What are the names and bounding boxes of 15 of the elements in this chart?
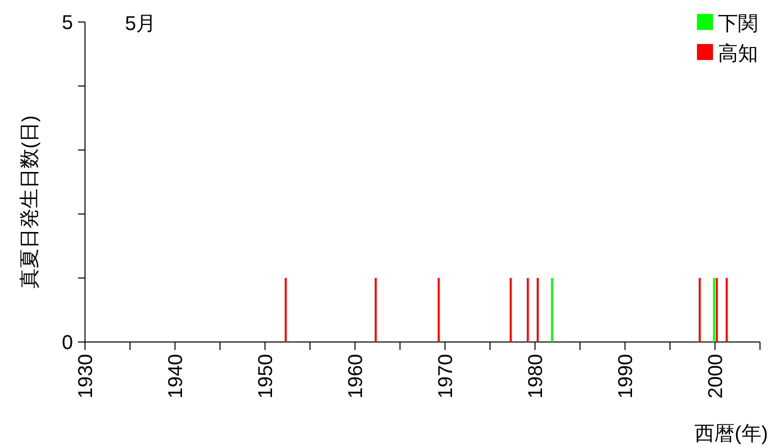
y-axis-title: 真夏日発生日数(日) (19, 115, 41, 289)
legend-label: 下関 (718, 13, 758, 35)
y-tick-label: 0 (62, 332, 73, 354)
x-tick-label: 1980 (525, 354, 547, 398)
x-tick-label: 1930 (75, 354, 97, 398)
x-tick-label: 1970 (435, 354, 457, 398)
legend-label: 高知 (718, 42, 758, 65)
x-tick-label: 1990 (615, 354, 637, 398)
x-axis-title: 西暦(年) (694, 423, 768, 445)
x-tick-label: 1950 (255, 354, 277, 398)
x-tick-label: 1960 (345, 354, 367, 398)
x-tick-label: 1940 (165, 354, 187, 398)
x-tick-label: 2000 (705, 354, 727, 398)
y-tick-label: 5 (62, 12, 73, 34)
chart-title: 5月 (125, 13, 156, 35)
